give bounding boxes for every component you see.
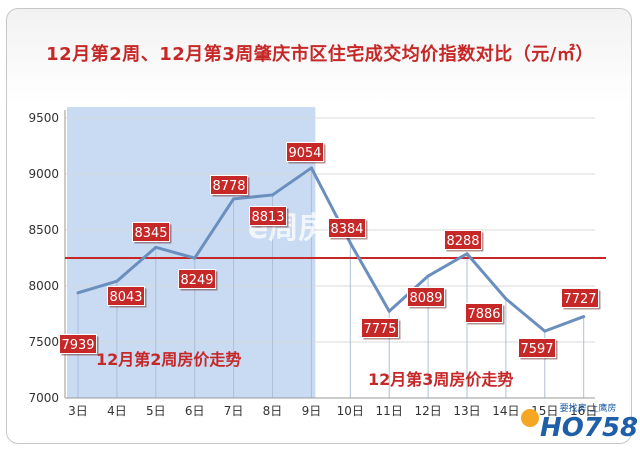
data-point	[193, 256, 197, 260]
data-point	[232, 197, 236, 201]
x-tick-label: 14日	[492, 404, 519, 418]
data-label-box	[328, 218, 366, 238]
data-label-box	[59, 334, 97, 354]
week2-annotation: 12月第2周房价走势	[96, 350, 241, 369]
week2-band	[67, 107, 316, 398]
data-point	[309, 166, 313, 170]
x-tick-label: 6日	[185, 404, 205, 418]
data-label-box	[444, 230, 482, 250]
data-point	[426, 274, 430, 278]
data-label-box	[465, 303, 503, 323]
logo-text: HO758	[540, 413, 638, 443]
week3-annotation: 12月第3周房价走势	[368, 370, 513, 389]
x-tick-label: 13日	[453, 404, 480, 418]
data-point	[154, 245, 158, 249]
data-point	[504, 297, 508, 301]
data-label: 7886	[465, 303, 505, 325]
x-tick-label: 8日	[263, 404, 283, 418]
y-tick-label: 7000	[28, 391, 59, 405]
data-label-text: 8089	[409, 291, 442, 306]
data-label: 8043	[107, 286, 147, 308]
x-tick-label: 11日	[376, 404, 403, 418]
y-tick-label: 9000	[28, 167, 59, 181]
x-tick-label: 9日	[302, 404, 322, 418]
data-label-text: 7727	[563, 292, 596, 307]
data-point	[76, 291, 80, 295]
x-tick-label: 4日	[107, 404, 127, 418]
data-label: 8249	[178, 269, 218, 291]
data-label-box	[407, 287, 445, 307]
logo-badge	[521, 409, 539, 427]
x-tick-label: 3日	[68, 404, 88, 418]
data-label-box	[561, 288, 599, 308]
data-label-box	[518, 338, 556, 358]
data-point	[348, 241, 352, 245]
data-label: 7727	[561, 288, 601, 310]
data-point	[543, 329, 547, 333]
data-point	[271, 193, 274, 197]
y-tick-label: 7500	[28, 335, 59, 349]
data-label-box	[210, 175, 248, 195]
y-tick-label: 8000	[28, 279, 59, 293]
data-point	[582, 315, 586, 319]
data-label-text: 8043	[109, 290, 142, 305]
x-tick-label: 16日	[570, 404, 597, 418]
y-tick-label: 8500	[28, 223, 59, 237]
y-tick-label: 9500	[28, 111, 59, 125]
data-label: 9054	[286, 142, 326, 164]
chart-title: 12月第2周、12月第3周肇庆市区住宅成交均价指数对比（元/㎡）	[46, 44, 594, 65]
data-label-box	[178, 269, 216, 289]
data-label-box	[107, 286, 145, 306]
data-label: 8288	[444, 230, 484, 252]
data-label: 8345	[132, 222, 172, 244]
data-label: 8384	[328, 218, 368, 240]
data-label-text: 8288	[446, 234, 479, 249]
data-label: 7939	[59, 334, 99, 356]
x-tick-label: 5日	[146, 404, 166, 418]
x-tick-label: 7日	[224, 404, 244, 418]
data-label-text: 7597	[520, 342, 553, 357]
data-label-text: 8778	[212, 179, 245, 194]
data-label-box	[249, 206, 287, 226]
data-label-box	[132, 222, 170, 242]
data-point	[465, 252, 469, 256]
data-label-text: 8384	[330, 222, 363, 237]
data-label-box	[286, 142, 324, 162]
data-label: 7775	[361, 318, 401, 340]
data-label-text: 7939	[61, 338, 94, 353]
data-label-text: 7775	[363, 322, 396, 337]
x-tick-label: 10日	[337, 404, 364, 418]
data-label-text: 9054	[288, 146, 321, 161]
data-label-text: 8249	[180, 273, 213, 288]
logo-tagline: 要找房 上鹰房	[560, 402, 617, 414]
x-tick-label: 12日	[414, 404, 441, 418]
data-label-text: 8345	[134, 226, 167, 241]
data-label-box	[361, 318, 399, 338]
data-point	[115, 279, 119, 283]
data-label: 8813	[249, 206, 289, 228]
data-label-text: 7886	[467, 307, 500, 322]
data-label: 8778	[210, 175, 250, 197]
series-line	[77, 166, 585, 333]
data-point	[387, 309, 391, 313]
data-label: 8089	[407, 287, 447, 309]
data-label-text: 8813	[251, 210, 284, 225]
data-label: 7597	[518, 338, 558, 360]
